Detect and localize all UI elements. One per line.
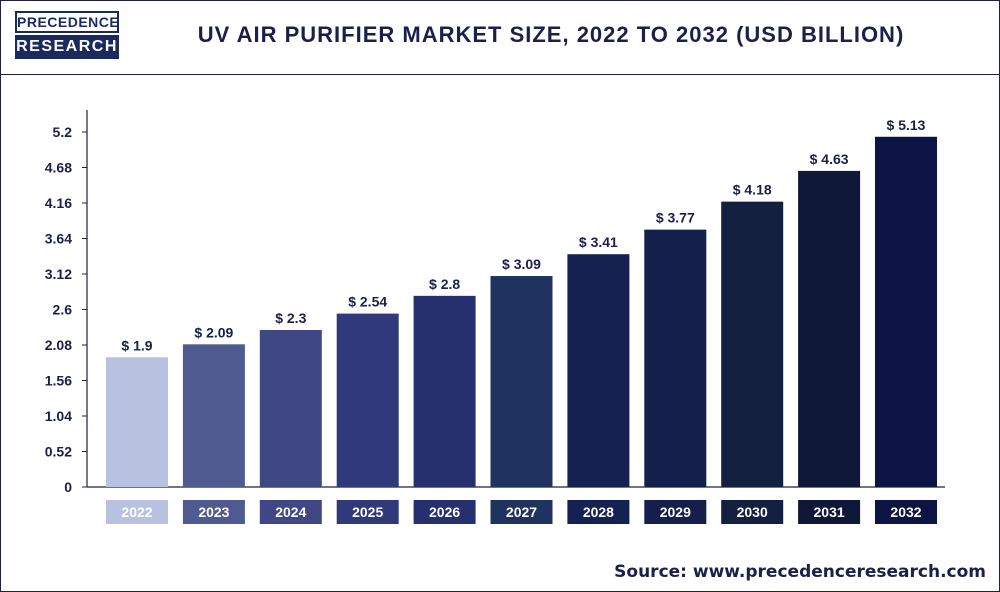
bar-value-label: $ 3.77 xyxy=(656,210,695,226)
source-credit: Source: www.precedenceresearch.com xyxy=(614,562,986,582)
bar xyxy=(413,295,476,487)
x-category-box xyxy=(644,500,707,524)
y-tick-label: 3.64 xyxy=(45,231,72,247)
bar-value-label: $ 3.09 xyxy=(502,256,541,272)
x-category-box xyxy=(336,500,399,524)
x-category-box xyxy=(567,500,630,524)
bar-value-label: $ 4.18 xyxy=(733,182,772,198)
logo-bottom-text: RESEARCH xyxy=(15,35,119,59)
bar xyxy=(490,276,553,487)
y-tick-label: 0.52 xyxy=(45,444,72,460)
y-tick-label: 5.2 xyxy=(53,124,73,140)
x-category-box xyxy=(721,500,784,524)
x-tick-label: 2032 xyxy=(890,504,921,520)
bar xyxy=(721,201,784,487)
y-tick-label: 1.56 xyxy=(45,373,72,389)
bar xyxy=(875,136,937,487)
y-tick-label: 4.68 xyxy=(45,160,72,176)
bar xyxy=(106,357,168,487)
x-tick-label: 2023 xyxy=(198,504,229,520)
bar-value-label: $ 2.09 xyxy=(194,324,233,340)
x-category-box xyxy=(259,500,322,524)
bar-value-label: $ 1.9 xyxy=(121,337,152,353)
y-tick-label: 1.04 xyxy=(45,408,72,424)
x-tick-label: 2030 xyxy=(737,504,768,520)
x-tick-label: 2031 xyxy=(814,504,845,520)
bar-value-label: $ 5.13 xyxy=(887,117,926,133)
x-category-box xyxy=(875,500,937,524)
bar-value-label: $ 2.54 xyxy=(348,294,387,310)
bar-value-label: $ 2.3 xyxy=(275,310,306,326)
company-logo: PRECEDENCE RESEARCH xyxy=(15,11,119,61)
logo-top-text: PRECEDENCE xyxy=(15,11,119,33)
bar xyxy=(567,254,630,487)
bar xyxy=(259,329,322,487)
header-bar: PRECEDENCE RESEARCH UV AIR PURIFIER MARK… xyxy=(1,1,999,75)
bar-value-label: $ 3.41 xyxy=(579,234,618,250)
y-tick-label: 0 xyxy=(64,479,72,495)
x-category-box xyxy=(798,500,861,524)
x-tick-label: 2022 xyxy=(121,504,152,520)
bar xyxy=(644,229,707,487)
x-category-box xyxy=(182,500,245,524)
bar xyxy=(336,313,399,487)
x-tick-label: 2024 xyxy=(275,504,306,520)
x-category-box xyxy=(413,500,476,524)
bar xyxy=(182,344,245,487)
bar-value-label: $ 4.63 xyxy=(810,151,849,167)
bar-value-label: $ 2.8 xyxy=(429,276,460,292)
bar xyxy=(798,170,861,488)
x-tick-label: 2027 xyxy=(506,504,537,520)
y-tick-label: 3.12 xyxy=(45,266,72,282)
x-category-box xyxy=(490,500,553,524)
y-tick-label: 2.6 xyxy=(53,302,73,318)
x-tick-label: 2025 xyxy=(352,504,383,520)
x-tick-label: 2028 xyxy=(583,504,614,520)
y-tick-label: 4.16 xyxy=(45,195,72,211)
x-tick-label: 2026 xyxy=(429,504,460,520)
x-category-box xyxy=(106,500,168,524)
chart-title: UV AIR PURIFIER MARKET SIZE, 2022 TO 203… xyxy=(197,22,905,47)
x-tick-label: 2029 xyxy=(660,504,691,520)
y-tick-label: 2.08 xyxy=(45,337,72,353)
